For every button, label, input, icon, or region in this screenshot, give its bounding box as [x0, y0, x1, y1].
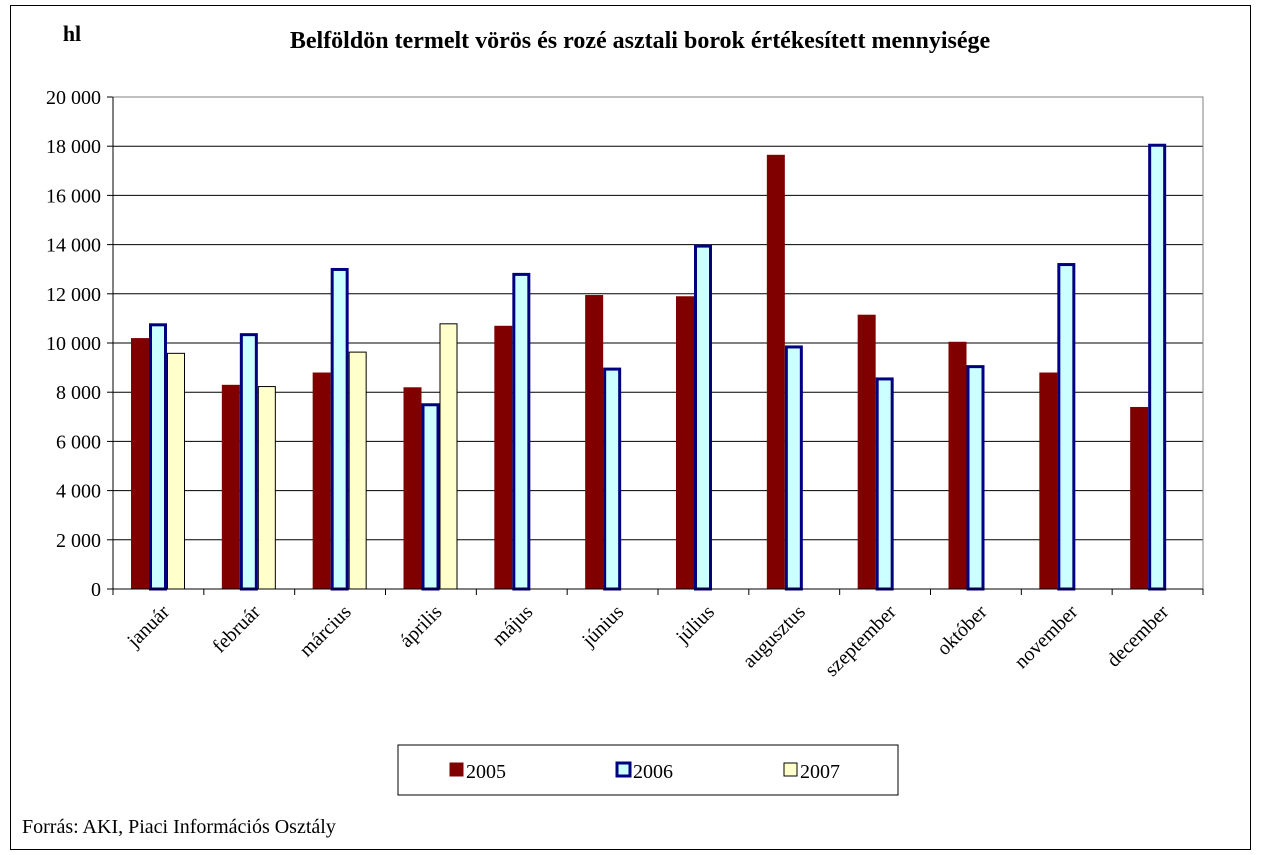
- x-tick-label: május: [488, 601, 537, 650]
- bar-2006-április: [421, 403, 440, 591]
- y-tick-label: 2 000: [56, 530, 101, 552]
- bar-2005-július: [676, 296, 694, 590]
- chart-title: Belföldön termelt vörös és rozé asztali …: [290, 28, 991, 54]
- y-tick-label: 0: [91, 579, 101, 601]
- y-tick-label: 4 000: [56, 481, 101, 503]
- gridlines: [107, 96, 1203, 590]
- axes: [112, 96, 1204, 595]
- bar-2005-augusztus: [766, 154, 785, 590]
- x-tick-label: február: [208, 601, 265, 658]
- bar-2006-március: [330, 267, 349, 591]
- bar-2005-december: [1130, 406, 1149, 590]
- legend-label-2005: 2005: [466, 761, 506, 783]
- y-tick-label: 10 000: [46, 333, 101, 355]
- y-tick-label: 12 000: [46, 284, 101, 306]
- x-tick-label: március: [295, 601, 355, 661]
- y-tick-label: 20 000: [46, 87, 101, 109]
- x-tick-label: szeptember: [821, 601, 901, 681]
- bar-2005-október: [948, 341, 967, 590]
- bars: [131, 143, 1167, 591]
- bar-2007-február: [257, 386, 276, 590]
- bar-2005-április: [403, 387, 422, 590]
- x-tick-label: december: [1103, 601, 1174, 672]
- bar-2006-május: [512, 272, 531, 591]
- bar-2005-május: [494, 325, 513, 590]
- x-tick-label: április: [396, 601, 447, 652]
- bar-2005-június: [585, 295, 604, 590]
- x-tick-label: augusztus: [738, 601, 809, 672]
- y-tick-label: 16 000: [46, 185, 101, 207]
- x-tick-labels: január február március április május június jú…: [122, 601, 1173, 681]
- bar-2006-augusztus: [784, 345, 803, 591]
- legend-label-2006: 2006: [633, 761, 673, 783]
- bar-2006-november: [1057, 263, 1076, 591]
- source-note: Forrás: AKI, Piaci Információs Osztály: [22, 816, 336, 838]
- y-tick-label: 14 000: [46, 235, 101, 257]
- legend: 2005 2006 2007: [397, 744, 899, 796]
- bar-2006-október: [966, 365, 985, 591]
- bar-2007-január: [167, 352, 185, 590]
- bar-2005-február: [221, 384, 240, 590]
- y-tick-label: 6 000: [56, 431, 101, 453]
- y-tick-labels: 0 2 000 4 000 6 000 8 000 10 000 12 000 14 000 1…: [46, 87, 101, 601]
- bar-2006-július: [694, 244, 712, 591]
- bar-2007-április: [439, 323, 458, 590]
- bar-2006-január: [149, 323, 167, 591]
- legend-label-2007: 2007: [800, 761, 840, 783]
- unit-label: hl: [63, 21, 81, 46]
- y-tick-label: 18 000: [46, 136, 101, 158]
- legend-swatch-2005: [449, 762, 464, 777]
- bar-2005-március: [312, 372, 331, 590]
- x-tick-label: január: [122, 601, 174, 653]
- bar-2007-március: [348, 351, 367, 590]
- legend-box: [397, 744, 899, 796]
- x-tick-label: július: [671, 601, 719, 649]
- bar-2005-november: [1039, 372, 1058, 590]
- bar-2006-szeptember: [875, 377, 894, 591]
- x-tick-label: október: [933, 601, 992, 660]
- bar-2006-február: [239, 333, 258, 591]
- legend-swatch-2007: [783, 762, 798, 777]
- y-tick-label: 8 000: [56, 382, 101, 404]
- x-tick-label: november: [1010, 601, 1082, 673]
- legend-swatch-2006: [615, 761, 632, 778]
- bar-2005-január: [131, 338, 149, 590]
- x-tick-label: június: [577, 601, 628, 652]
- bar-2006-december: [1148, 143, 1167, 591]
- bar-2006-június: [603, 367, 622, 591]
- bar-2005-szeptember: [857, 314, 876, 590]
